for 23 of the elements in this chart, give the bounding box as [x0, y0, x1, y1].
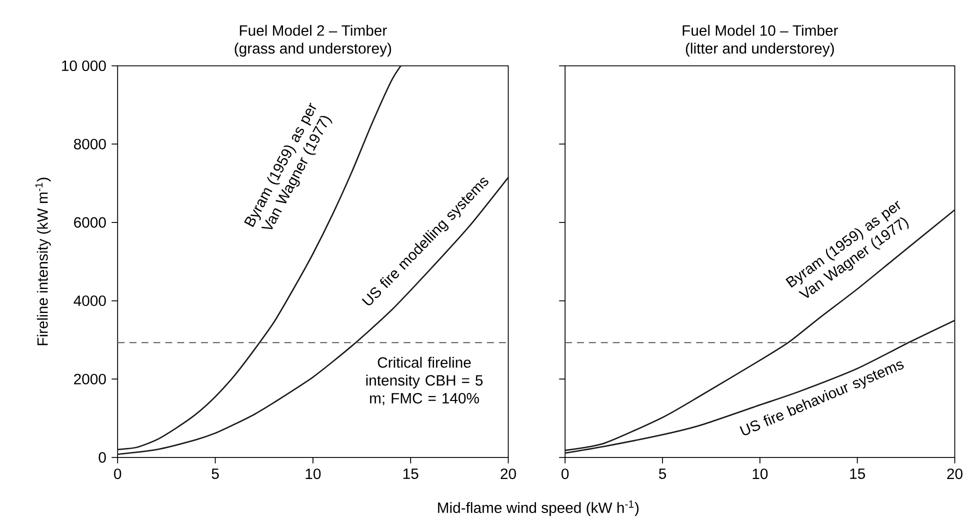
chart-title: Fuel Model 2 – Timber [240, 24, 387, 36]
x-tick-label: 0 [114, 468, 122, 480]
y-tick-label: 0 [98, 452, 106, 463]
x-tick-label: 20 [500, 468, 516, 480]
y-tick-label: 10 000 [62, 60, 106, 71]
y-tick-label: 4000 [74, 295, 106, 306]
y-tick-label: 8000 [74, 138, 106, 150]
x-tick-label: 15 [403, 468, 418, 479]
y-axis-title: Fireline intensity (kW m$^{-1}$) [35, 178, 51, 346]
x-axis-title: Mid-flame wind speed (kW h$^{-1}$) [438, 500, 639, 516]
chart-subtitle: (litter and understorey) [686, 42, 834, 57]
x-tick-label: 15 [850, 468, 865, 479]
x-tick-label: 10 [306, 468, 321, 480]
chart-title: Fuel Model 10 – Timber [682, 24, 838, 36]
annotation: Critical fireline intensity CBH = 5 m; FMC = 140% [366, 356, 483, 406]
x-tick-label: 0 [562, 468, 569, 480]
x-tick-label: 10 [752, 468, 768, 480]
x-tick-label: 5 [658, 468, 666, 479]
y-tick-label: 2000 [74, 374, 106, 384]
y-tick-label: 6000 [74, 217, 106, 228]
x-tick-label: 20 [947, 468, 962, 480]
x-tick-label: 5 [212, 468, 219, 479]
chart-subtitle: (grass and understorey) [234, 42, 392, 57]
